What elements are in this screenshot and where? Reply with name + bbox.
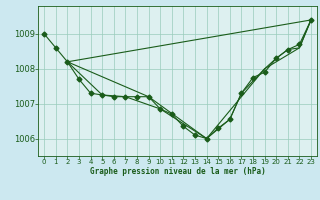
X-axis label: Graphe pression niveau de la mer (hPa): Graphe pression niveau de la mer (hPa) [90, 167, 266, 176]
